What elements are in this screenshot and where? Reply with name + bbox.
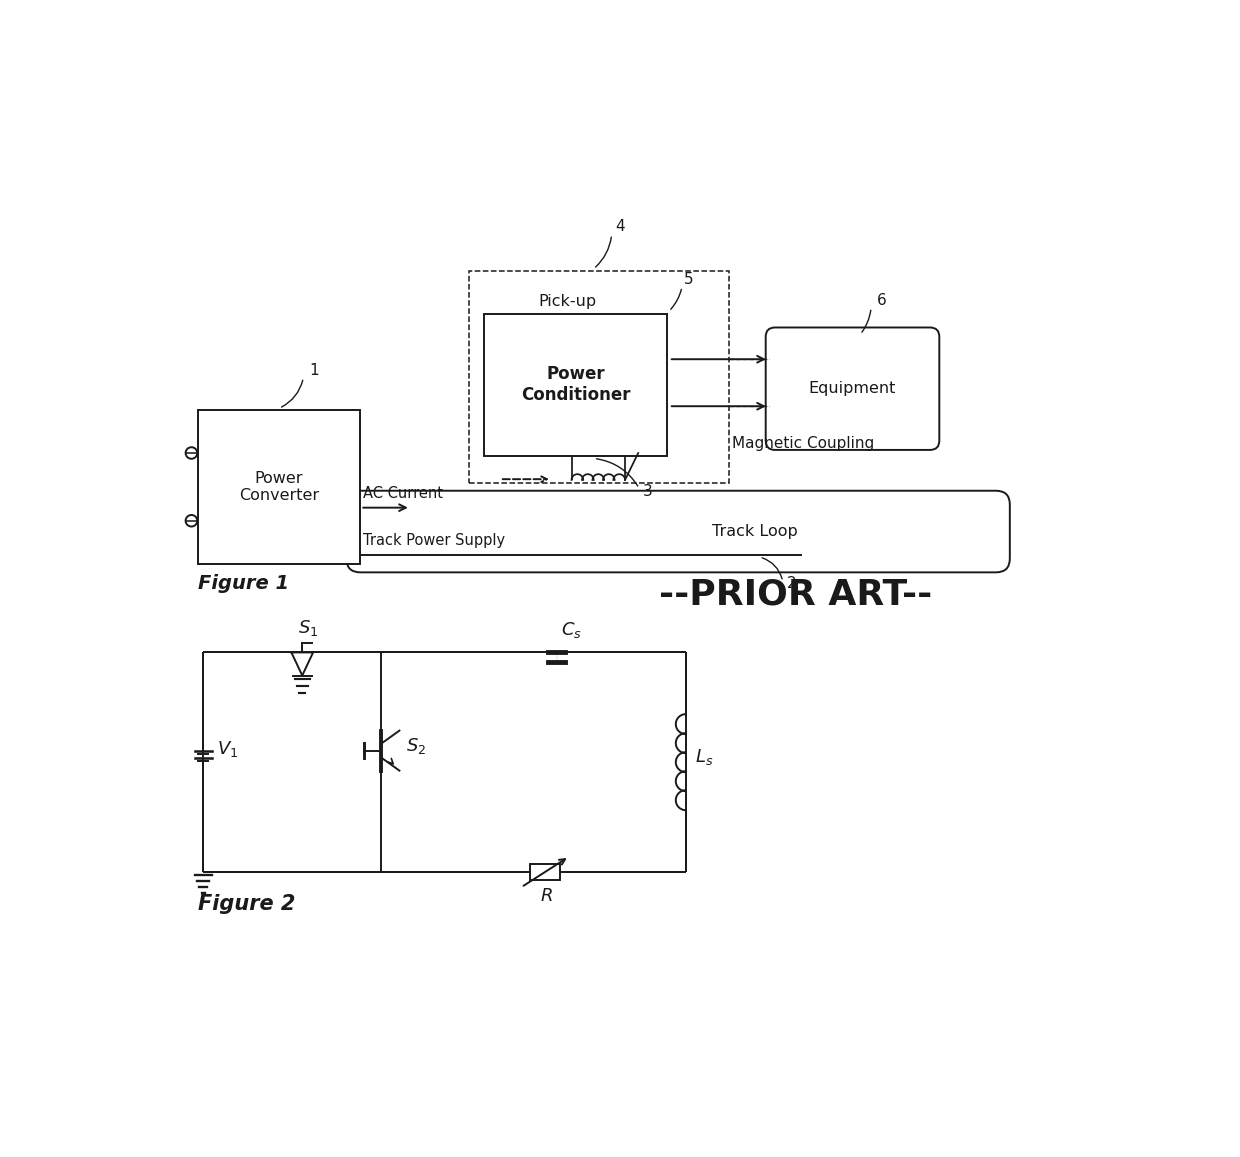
Text: 5: 5 — [683, 272, 693, 287]
Text: 3: 3 — [644, 484, 652, 499]
Text: $L_s$: $L_s$ — [696, 747, 713, 767]
Bar — [197, 410, 361, 563]
Bar — [485, 314, 667, 456]
Text: $S_1$: $S_1$ — [298, 618, 317, 639]
Text: $V_1$: $V_1$ — [217, 739, 238, 759]
Text: $S_2$: $S_2$ — [407, 736, 427, 756]
Text: Figure 2: Figure 2 — [197, 894, 295, 914]
Text: 6: 6 — [877, 293, 887, 308]
Text: 2: 2 — [786, 576, 796, 591]
Text: Pick-up: Pick-up — [538, 294, 596, 309]
Text: --PRIOR ART--: --PRIOR ART-- — [658, 577, 932, 612]
Text: Track Power Supply: Track Power Supply — [363, 533, 505, 548]
Bar — [469, 271, 729, 482]
FancyBboxPatch shape — [346, 491, 1009, 573]
Text: 4: 4 — [615, 219, 625, 234]
Text: Power
Converter: Power Converter — [239, 471, 319, 503]
Text: $C_s$: $C_s$ — [562, 620, 583, 641]
Text: Track Loop: Track Loop — [712, 524, 797, 539]
FancyBboxPatch shape — [766, 327, 940, 450]
Text: 1: 1 — [310, 363, 319, 378]
Text: $R$: $R$ — [541, 887, 553, 905]
Text: Magnetic Coupling: Magnetic Coupling — [733, 436, 874, 451]
Text: Figure 1: Figure 1 — [197, 574, 289, 594]
Bar — [531, 864, 560, 879]
Text: AC Current: AC Current — [363, 486, 443, 501]
Text: Equipment: Equipment — [808, 381, 897, 396]
Text: Power
Conditioner: Power Conditioner — [521, 366, 630, 404]
